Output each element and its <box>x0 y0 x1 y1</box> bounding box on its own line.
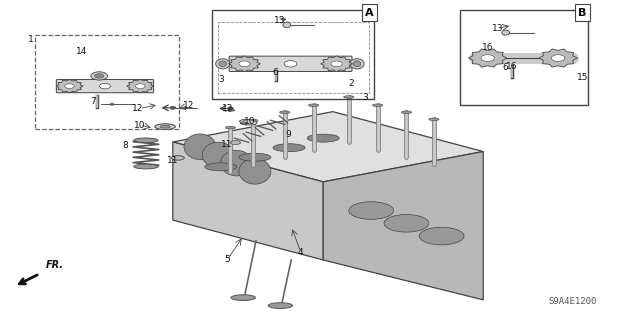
Text: 5: 5 <box>225 256 230 264</box>
Text: 7: 7 <box>90 97 95 106</box>
Ellipse shape <box>283 22 291 28</box>
Ellipse shape <box>384 214 429 232</box>
Text: 10: 10 <box>134 121 145 130</box>
Ellipse shape <box>202 142 234 168</box>
Text: A: A <box>365 8 374 18</box>
Text: 6: 6 <box>273 68 278 77</box>
Ellipse shape <box>280 111 290 114</box>
Text: 14: 14 <box>76 47 88 56</box>
Circle shape <box>227 107 234 110</box>
Text: 13: 13 <box>274 16 285 25</box>
Ellipse shape <box>205 163 237 171</box>
Text: 12: 12 <box>221 104 233 113</box>
Ellipse shape <box>216 59 230 69</box>
Circle shape <box>170 106 176 109</box>
Ellipse shape <box>502 30 509 35</box>
Polygon shape <box>321 56 353 72</box>
Text: 13: 13 <box>492 24 504 33</box>
Ellipse shape <box>239 159 271 184</box>
Circle shape <box>481 55 494 61</box>
Ellipse shape <box>239 119 257 125</box>
Ellipse shape <box>160 125 170 128</box>
Ellipse shape <box>344 96 354 98</box>
Text: 3: 3 <box>362 93 367 102</box>
Circle shape <box>331 61 342 67</box>
Ellipse shape <box>273 144 305 152</box>
Ellipse shape <box>134 138 158 143</box>
Ellipse shape <box>307 134 339 142</box>
Ellipse shape <box>184 134 216 160</box>
Ellipse shape <box>372 104 383 107</box>
Ellipse shape <box>248 119 258 122</box>
Text: 11: 11 <box>167 156 179 165</box>
Ellipse shape <box>429 118 439 121</box>
Polygon shape <box>173 142 323 260</box>
Text: S9A4E1200: S9A4E1200 <box>548 297 597 306</box>
Circle shape <box>552 55 565 61</box>
Text: 6: 6 <box>503 63 508 72</box>
Text: 10: 10 <box>244 117 255 126</box>
Ellipse shape <box>349 202 394 219</box>
Polygon shape <box>228 56 260 72</box>
Bar <box>218 22 369 93</box>
Bar <box>35 35 179 129</box>
Ellipse shape <box>350 59 364 69</box>
Text: 3: 3 <box>218 75 223 84</box>
Text: 8: 8 <box>122 141 127 150</box>
Polygon shape <box>127 79 154 93</box>
Bar <box>212 10 374 99</box>
Text: 2: 2 <box>348 79 353 88</box>
Ellipse shape <box>419 227 464 245</box>
Text: 1: 1 <box>28 35 33 44</box>
Ellipse shape <box>134 164 158 169</box>
Ellipse shape <box>268 303 292 308</box>
Ellipse shape <box>230 141 241 145</box>
Circle shape <box>239 61 250 67</box>
Text: 16: 16 <box>482 43 493 52</box>
Polygon shape <box>539 49 577 67</box>
Text: FR.: FR. <box>46 260 64 270</box>
Circle shape <box>100 84 111 89</box>
Text: 4: 4 <box>298 248 303 256</box>
Polygon shape <box>173 112 483 182</box>
Ellipse shape <box>225 126 236 129</box>
Text: 12: 12 <box>183 101 195 110</box>
FancyBboxPatch shape <box>56 79 154 93</box>
Polygon shape <box>323 152 483 300</box>
Circle shape <box>284 61 297 67</box>
Ellipse shape <box>231 295 255 300</box>
Ellipse shape <box>239 153 271 161</box>
Ellipse shape <box>221 150 253 176</box>
FancyBboxPatch shape <box>229 56 352 71</box>
Ellipse shape <box>353 61 361 67</box>
Text: 9: 9 <box>285 130 291 139</box>
Circle shape <box>109 103 115 106</box>
Circle shape <box>95 74 104 78</box>
Text: B: B <box>578 8 587 18</box>
Ellipse shape <box>155 124 175 130</box>
Text: 15: 15 <box>577 73 588 82</box>
Polygon shape <box>56 79 83 93</box>
Text: 16: 16 <box>506 63 518 71</box>
Bar <box>460 10 588 105</box>
Ellipse shape <box>172 156 184 160</box>
Ellipse shape <box>219 61 227 67</box>
Text: 12: 12 <box>132 104 143 113</box>
Polygon shape <box>468 49 507 67</box>
Circle shape <box>65 84 74 88</box>
Circle shape <box>136 84 145 88</box>
Ellipse shape <box>401 111 412 114</box>
Text: 11: 11 <box>221 140 233 149</box>
Circle shape <box>91 72 108 80</box>
Ellipse shape <box>308 104 319 107</box>
